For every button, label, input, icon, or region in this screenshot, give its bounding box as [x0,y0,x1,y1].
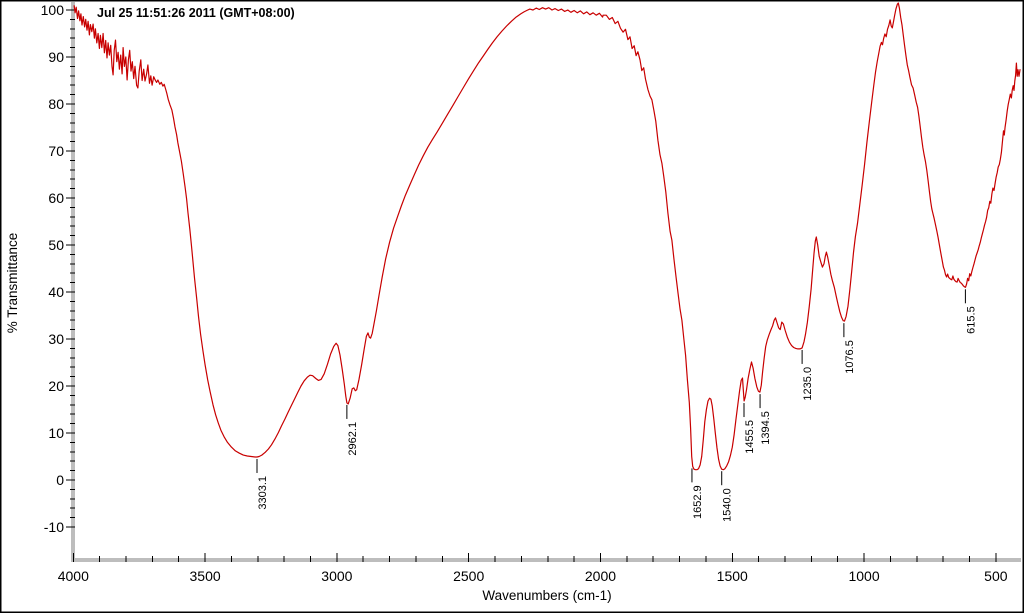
x-tick-label: 3500 [190,568,221,584]
peak-label: 615.5 [965,306,977,334]
x-tick-label: 2000 [585,568,616,584]
x-tick-label: 500 [984,568,1008,584]
y-tick-label: 80 [48,96,64,112]
y-tick-label: 90 [48,49,64,65]
x-tick-label: 3000 [321,568,352,584]
peak-label: 2962.1 [347,422,359,456]
y-tick-label: 50 [48,237,64,253]
peak-label: 3303.1 [257,476,269,510]
peak-annotations: 3303.1 2962.1 1652.9 1540.0 1455.5 1394.5 1235… [256,289,977,522]
x-tick-label: 4000 [58,568,89,584]
y-tick-label: 70 [48,143,64,159]
peak-label: 1455.5 [744,420,756,454]
spectrum-trace [73,2,1021,471]
peak-label: 1394.5 [760,411,772,445]
peak-label: 1076.5 [844,340,856,374]
y-tick-label: 60 [48,190,64,206]
y-tick-label: 20 [48,378,64,394]
y-axis-title: % Transmittance [5,233,20,334]
x-tick-label: 2500 [453,568,484,584]
peak-label: 1652.9 [692,485,704,519]
x-tick-label: 1500 [717,568,748,584]
peak-label: 1540.0 [722,488,734,522]
spectrum-line [73,2,1021,471]
peak-label: 1235.0 [802,367,814,401]
y-tick-label: 40 [48,284,64,300]
y-tick-label: -10 [44,519,64,535]
y-tick-label: 100 [41,2,65,18]
y-tick-label: 0 [56,472,64,488]
x-axis-spine [71,558,1021,562]
y-tick-label: 10 [48,425,64,441]
y-tick-label: 30 [48,331,64,347]
y-axis-spine [71,2,75,562]
x-tick-label: 1000 [848,568,879,584]
timestamp-label: Jul 25 11:51:26 2011 (GMT+08:00) [97,6,295,20]
x-axis-title: Wavenumbers (cm-1) [482,588,611,603]
x-axis: 4000 3500 3000 2500 2000 1500 1000 500 [58,553,1008,584]
